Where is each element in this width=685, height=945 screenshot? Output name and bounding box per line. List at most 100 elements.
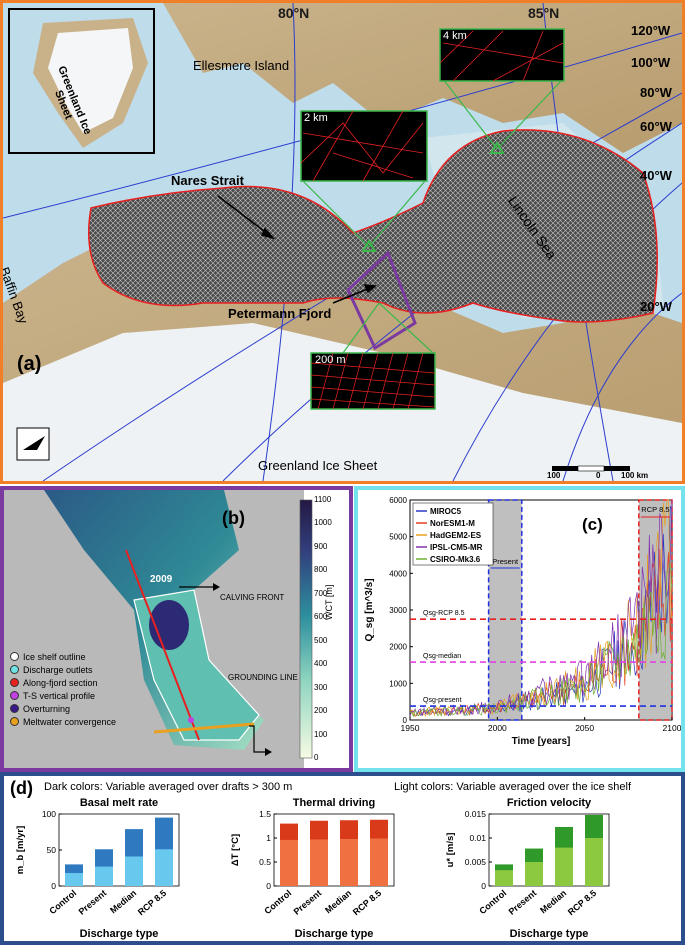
y-tick-label: 1000 — [389, 679, 407, 688]
lat-label-85: 85°N — [528, 5, 560, 21]
zoom-leaders — [302, 78, 564, 354]
bar-light — [370, 838, 388, 886]
y-axis-label: u* [m/s] — [445, 833, 456, 868]
y-tick-label: 6000 — [389, 496, 407, 505]
grounding-line-label: GROUNDING LINE — [228, 673, 298, 682]
colorbar-tick: 200 — [314, 706, 328, 716]
scale-right: 100 km — [621, 471, 649, 480]
place-ellesmere: Ellesmere Island — [193, 58, 290, 73]
series-line — [409, 548, 673, 717]
legend-label: IPSL-CM5-MR — [430, 543, 483, 552]
panel-c-chart: Qsg-RCP 8.5 Qsg-median Qsg-present 0 1000 200… — [354, 486, 685, 772]
zoom-200m — [310, 352, 436, 410]
present-label: Present — [492, 557, 519, 566]
y-tick-label: 1.5 — [259, 809, 271, 819]
legend-item: T-S vertical profile — [10, 689, 116, 702]
y-tick-label: 0.5 — [259, 857, 271, 867]
bar-light — [340, 838, 358, 886]
panel-a-map: 80°N 85°N 120°W 100°W 80°W 60°W 40°W 20°… — [0, 0, 685, 484]
category-label: Control — [262, 888, 293, 916]
lon-label-120: 120°W — [631, 23, 671, 38]
y-axis-label: m_b [m/yr] — [15, 826, 26, 875]
category-label: Median — [108, 888, 138, 916]
present-box — [487, 499, 523, 721]
chart-title: Thermal driving — [293, 797, 376, 809]
x-tick-label: 2000 — [488, 723, 507, 733]
y-tick-label: 0 — [51, 881, 56, 891]
panel-b-label: (b) — [222, 508, 245, 528]
meltwater-line — [153, 722, 255, 734]
legend-label: CSIRO-Mk3.6 — [430, 555, 481, 564]
colorbar-tick: 600 — [314, 612, 328, 622]
category-label: RCP 8.5 — [136, 888, 168, 917]
legend-label: Along-fjord section — [23, 677, 98, 688]
map-svg — [3, 3, 682, 481]
calving-arrow-icon — [213, 583, 220, 591]
y-tick-label: 0 — [403, 716, 408, 725]
ts-profile-point — [188, 717, 194, 723]
wct-map-svg — [4, 490, 313, 768]
north-arrow-icon — [16, 427, 50, 461]
note-light: Light colors: Variable averaged over the… — [394, 781, 632, 793]
panel-a-label: (a) — [17, 353, 42, 375]
zoom-label-200m: 200 m — [315, 354, 346, 366]
x-axis-label: Discharge type — [510, 928, 589, 940]
series-line — [409, 562, 673, 718]
zoom-4km — [439, 28, 565, 82]
legend-item: Along-fjord section — [10, 676, 116, 689]
marker-2km — [361, 239, 377, 252]
series-line — [409, 499, 673, 717]
chart-title: Basal melt rate — [80, 797, 158, 809]
colorbar-tick: 100 — [314, 729, 328, 739]
legend-dot-icon — [10, 704, 19, 713]
lon-label-80: 80°W — [640, 85, 672, 100]
legend-label: Meltwater convergence — [23, 716, 117, 727]
legend-item: Meltwater convergence — [10, 715, 116, 728]
panel-b-map: (b) 2009 CALVING FRONT GROUNDING LINE WC… — [0, 486, 353, 772]
bar-light — [155, 849, 173, 886]
y-axis-label: Q_sg [m^3/s] — [364, 578, 375, 641]
discharge-chart: Qsg-RCP 8.5 Qsg-median Qsg-present 0 1000 200… — [364, 496, 681, 747]
legend-label: HadGEM2-ES — [430, 531, 482, 540]
panel-b-legend: Ice shelf outline Discharge outlets Along-… — [10, 650, 116, 728]
y-tick-label: 4000 — [389, 569, 407, 578]
legend-label: NorESM1-M — [430, 519, 475, 528]
y-axis-label: ΔT [°C] — [230, 834, 241, 866]
petermann-box — [346, 250, 417, 351]
x-axis-label: Discharge type — [80, 928, 159, 940]
legend-dot-icon — [10, 652, 19, 661]
ref-line-label: Qsg-RCP 8.5 — [423, 610, 465, 617]
y-tick-label: 50 — [47, 845, 57, 855]
ref-line-label: Qsg-present — [423, 697, 462, 704]
y-tick-label: 0.005 — [465, 857, 487, 867]
bar-light — [585, 838, 603, 886]
colorbar-tick: 0 — [314, 753, 319, 762]
label-arrows — [217, 195, 377, 304]
category-label: Control — [47, 888, 78, 916]
colorbar — [299, 499, 313, 759]
series-line — [409, 499, 673, 717]
category-label: Present — [77, 888, 109, 917]
along-fjord-section — [125, 549, 200, 741]
mesh-domain — [88, 129, 658, 323]
colorbar-tick: 900 — [314, 541, 328, 551]
x-axis-label: Time [years] — [512, 736, 571, 747]
calving-front-label: CALVING FRONT — [220, 593, 285, 602]
bar-light — [95, 866, 113, 886]
x-axis-label: Discharge type — [295, 928, 374, 940]
legend-dot-icon — [10, 665, 19, 674]
y-tick-label: 100 — [42, 809, 56, 819]
legend-label: Ice shelf outline — [23, 651, 86, 662]
note-dark: Dark colors: Variable averaged over draf… — [44, 781, 293, 793]
colorbar-tick: 300 — [314, 682, 328, 692]
chart-legend — [412, 502, 494, 566]
colorbar-tick: 400 — [314, 659, 328, 669]
y-tick-label: 0 — [266, 881, 271, 891]
chart-title: Friction velocity — [507, 797, 592, 809]
y-tick-label: 3000 — [389, 606, 407, 615]
panel-d-bars: (d) Dark colors: Variable averaged over … — [0, 772, 685, 945]
legend-label: T-S vertical profile — [23, 690, 96, 701]
y-tick-label: 1 — [266, 833, 271, 843]
marker-4km — [489, 141, 505, 154]
